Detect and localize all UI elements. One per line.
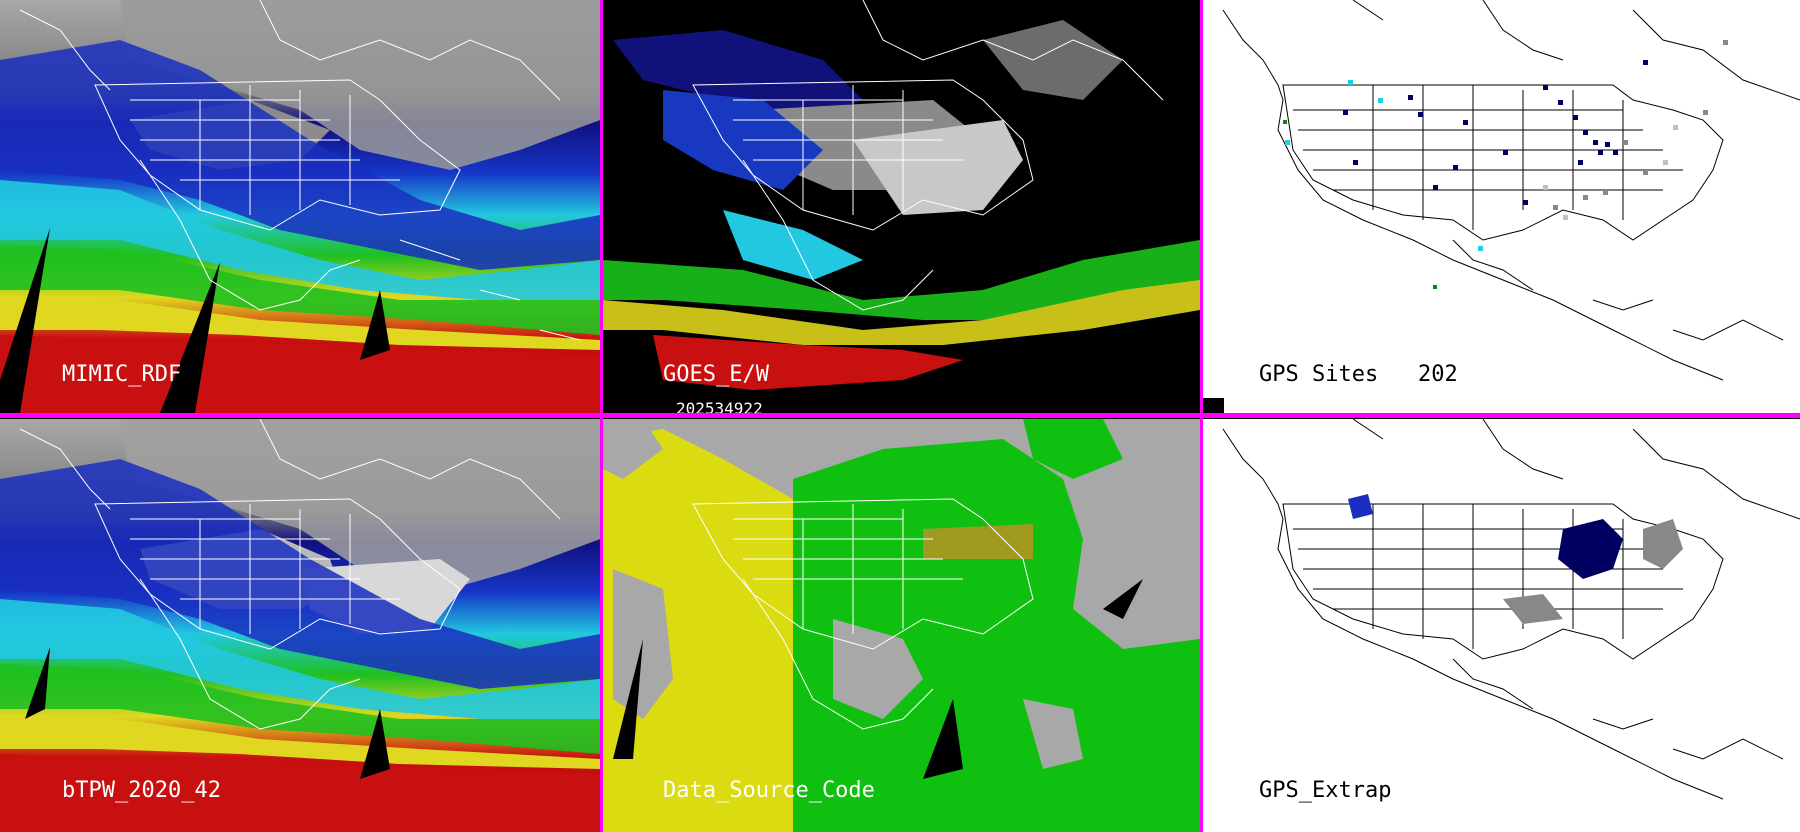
tpw-map-mimic — [0, 0, 600, 413]
panel-label-gps-extrap: GPS_Extrap — [1259, 778, 1392, 803]
panel-gps-extrap: GPS_Extrap — [1203, 419, 1800, 832]
gps-site-count: 202 — [1418, 362, 1458, 387]
panel-btpw: bTPW_2020_42 — [0, 419, 600, 832]
gps-extrap-map — [1203, 419, 1800, 832]
divider-vertical-right — [1200, 0, 1203, 832]
source-code-map — [603, 419, 1200, 832]
panel-gps-sites: GPS Sites 202 — [1203, 0, 1800, 413]
tpw-map-btpw — [0, 419, 600, 832]
panel-goes: GOES_E/W — [603, 0, 1200, 413]
panel-label-goes: GOES_E/W — [663, 362, 769, 387]
panel-label-data-source-code: Data_Source_Code — [663, 778, 875, 803]
panel-data-source-code: Data_Source_Code — [603, 419, 1200, 832]
divider-horizontal — [0, 413, 1800, 418]
panel-label-gps-sites: GPS Sites — [1259, 362, 1379, 387]
panel-label-btpw: bTPW_2020_42 — [62, 778, 221, 803]
panel-label-mimic: MIMIC_RDF — [62, 362, 182, 387]
panel-mimic-rdf: MIMIC_RDF — [0, 0, 600, 413]
tpw-map-goes — [603, 0, 1200, 413]
divider-vertical-left — [600, 0, 603, 832]
gps-sites-map — [1203, 0, 1800, 413]
